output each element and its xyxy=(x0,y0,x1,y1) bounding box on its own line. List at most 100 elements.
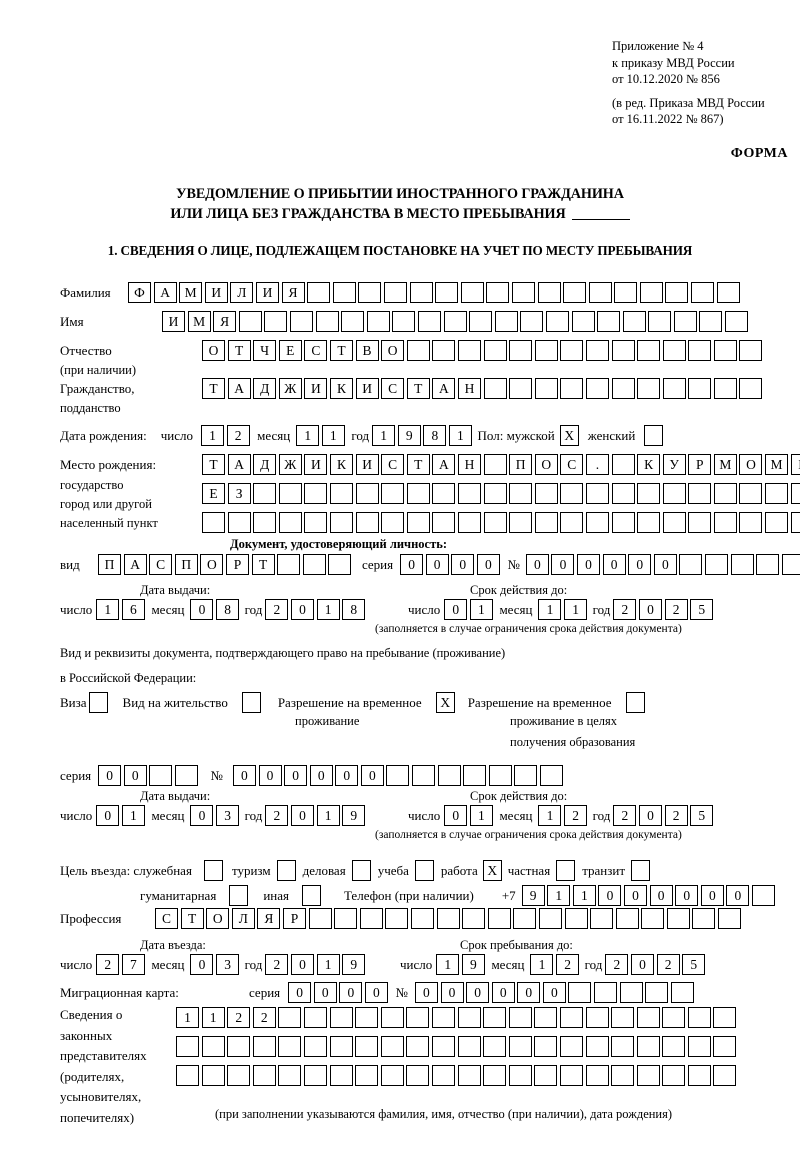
char-box[interactable]: 3 xyxy=(216,805,240,826)
char-box[interactable]: 0 xyxy=(476,554,500,575)
char-box[interactable] xyxy=(380,1065,404,1086)
char-box[interactable]: 0 xyxy=(451,554,475,575)
char-box[interactable]: Д xyxy=(253,378,277,399)
char-box[interactable]: 0 xyxy=(444,805,468,826)
char-box[interactable] xyxy=(637,340,661,361)
char-box[interactable] xyxy=(568,982,592,1003)
char-box[interactable]: 1 xyxy=(96,599,120,620)
char-box[interactable] xyxy=(611,1007,635,1028)
char-box[interactable]: 0 xyxy=(551,554,575,575)
char-box[interactable]: 0 xyxy=(190,805,214,826)
char-box[interactable] xyxy=(511,282,535,303)
char-box[interactable] xyxy=(289,311,313,332)
char-box[interactable] xyxy=(571,311,595,332)
char-box[interactable] xyxy=(637,512,661,533)
char-box[interactable] xyxy=(252,1065,276,1086)
char-box[interactable] xyxy=(619,982,643,1003)
char-box[interactable] xyxy=(463,765,487,786)
char-box[interactable]: П xyxy=(174,554,198,575)
char-box[interactable] xyxy=(355,512,379,533)
char-box[interactable] xyxy=(563,282,587,303)
char-box[interactable]: Ф xyxy=(128,282,151,303)
char-box[interactable] xyxy=(432,483,456,504)
char-box[interactable]: М xyxy=(179,282,203,303)
char-box[interactable] xyxy=(437,765,461,786)
char-box[interactable]: Я xyxy=(213,311,237,332)
char-box[interactable]: 0 xyxy=(291,599,315,620)
char-box[interactable]: А xyxy=(227,378,251,399)
char-box[interactable] xyxy=(560,378,584,399)
char-box[interactable]: 0 xyxy=(288,982,312,1003)
char-box[interactable] xyxy=(688,512,712,533)
char-box[interactable] xyxy=(460,282,484,303)
char-box[interactable] xyxy=(725,311,749,332)
char-box[interactable] xyxy=(227,512,251,533)
char-box[interactable] xyxy=(585,1036,609,1057)
char-box[interactable] xyxy=(278,512,302,533)
char-box[interactable] xyxy=(457,512,481,533)
char-box[interactable]: О xyxy=(206,908,230,929)
char-box[interactable] xyxy=(380,1036,404,1057)
char-box[interactable] xyxy=(303,1007,327,1028)
char-box[interactable]: Ч xyxy=(253,340,277,361)
char-box[interactable]: С xyxy=(381,378,405,399)
char-box[interactable]: Л xyxy=(230,282,254,303)
char-box[interactable]: И xyxy=(355,378,379,399)
char-box[interactable]: 0 xyxy=(525,554,549,575)
char-box[interactable] xyxy=(380,1007,404,1028)
char-box[interactable] xyxy=(662,1036,686,1057)
purpose-private-checkbox[interactable] xyxy=(556,860,576,881)
char-box[interactable]: 1 xyxy=(469,805,493,826)
char-box[interactable] xyxy=(559,1065,583,1086)
char-box[interactable]: 0 xyxy=(364,982,388,1003)
char-box[interactable]: 0 xyxy=(542,982,566,1003)
char-box[interactable]: А xyxy=(123,554,147,575)
char-box[interactable] xyxy=(457,340,481,361)
char-box[interactable]: И xyxy=(162,311,185,332)
char-box[interactable] xyxy=(406,483,430,504)
char-box[interactable] xyxy=(611,340,635,361)
char-box[interactable]: О xyxy=(202,340,225,361)
purpose-official-checkbox[interactable] xyxy=(203,860,223,881)
char-box[interactable]: П xyxy=(98,554,121,575)
char-box[interactable] xyxy=(494,311,518,332)
char-box[interactable]: 2 xyxy=(664,805,688,826)
char-box[interactable]: 0 xyxy=(491,982,515,1003)
char-box[interactable] xyxy=(304,512,328,533)
char-box[interactable] xyxy=(149,765,173,786)
char-box[interactable] xyxy=(713,483,737,504)
char-box[interactable] xyxy=(227,1065,251,1086)
char-box[interactable] xyxy=(699,311,723,332)
char-box[interactable]: Я xyxy=(281,282,305,303)
char-box[interactable]: 0 xyxy=(425,554,449,575)
char-box[interactable] xyxy=(358,282,382,303)
char-box[interactable]: 3 xyxy=(216,954,240,975)
char-box[interactable] xyxy=(534,340,558,361)
char-box[interactable] xyxy=(341,311,365,332)
char-box[interactable]: Т xyxy=(180,908,204,929)
char-box[interactable] xyxy=(585,1007,609,1028)
char-box[interactable] xyxy=(406,340,430,361)
char-box[interactable]: 0 xyxy=(624,885,648,906)
char-box[interactable] xyxy=(253,483,277,504)
char-box[interactable] xyxy=(406,1007,430,1028)
char-box[interactable] xyxy=(615,908,639,929)
char-box[interactable]: 0 xyxy=(258,765,282,786)
char-box[interactable] xyxy=(639,282,663,303)
char-box[interactable]: 2 xyxy=(605,954,629,975)
char-box[interactable]: 1 xyxy=(448,425,472,446)
char-box[interactable] xyxy=(334,908,358,929)
char-box[interactable] xyxy=(688,483,712,504)
char-box[interactable]: 0 xyxy=(123,765,147,786)
char-box[interactable]: 0 xyxy=(517,982,541,1003)
